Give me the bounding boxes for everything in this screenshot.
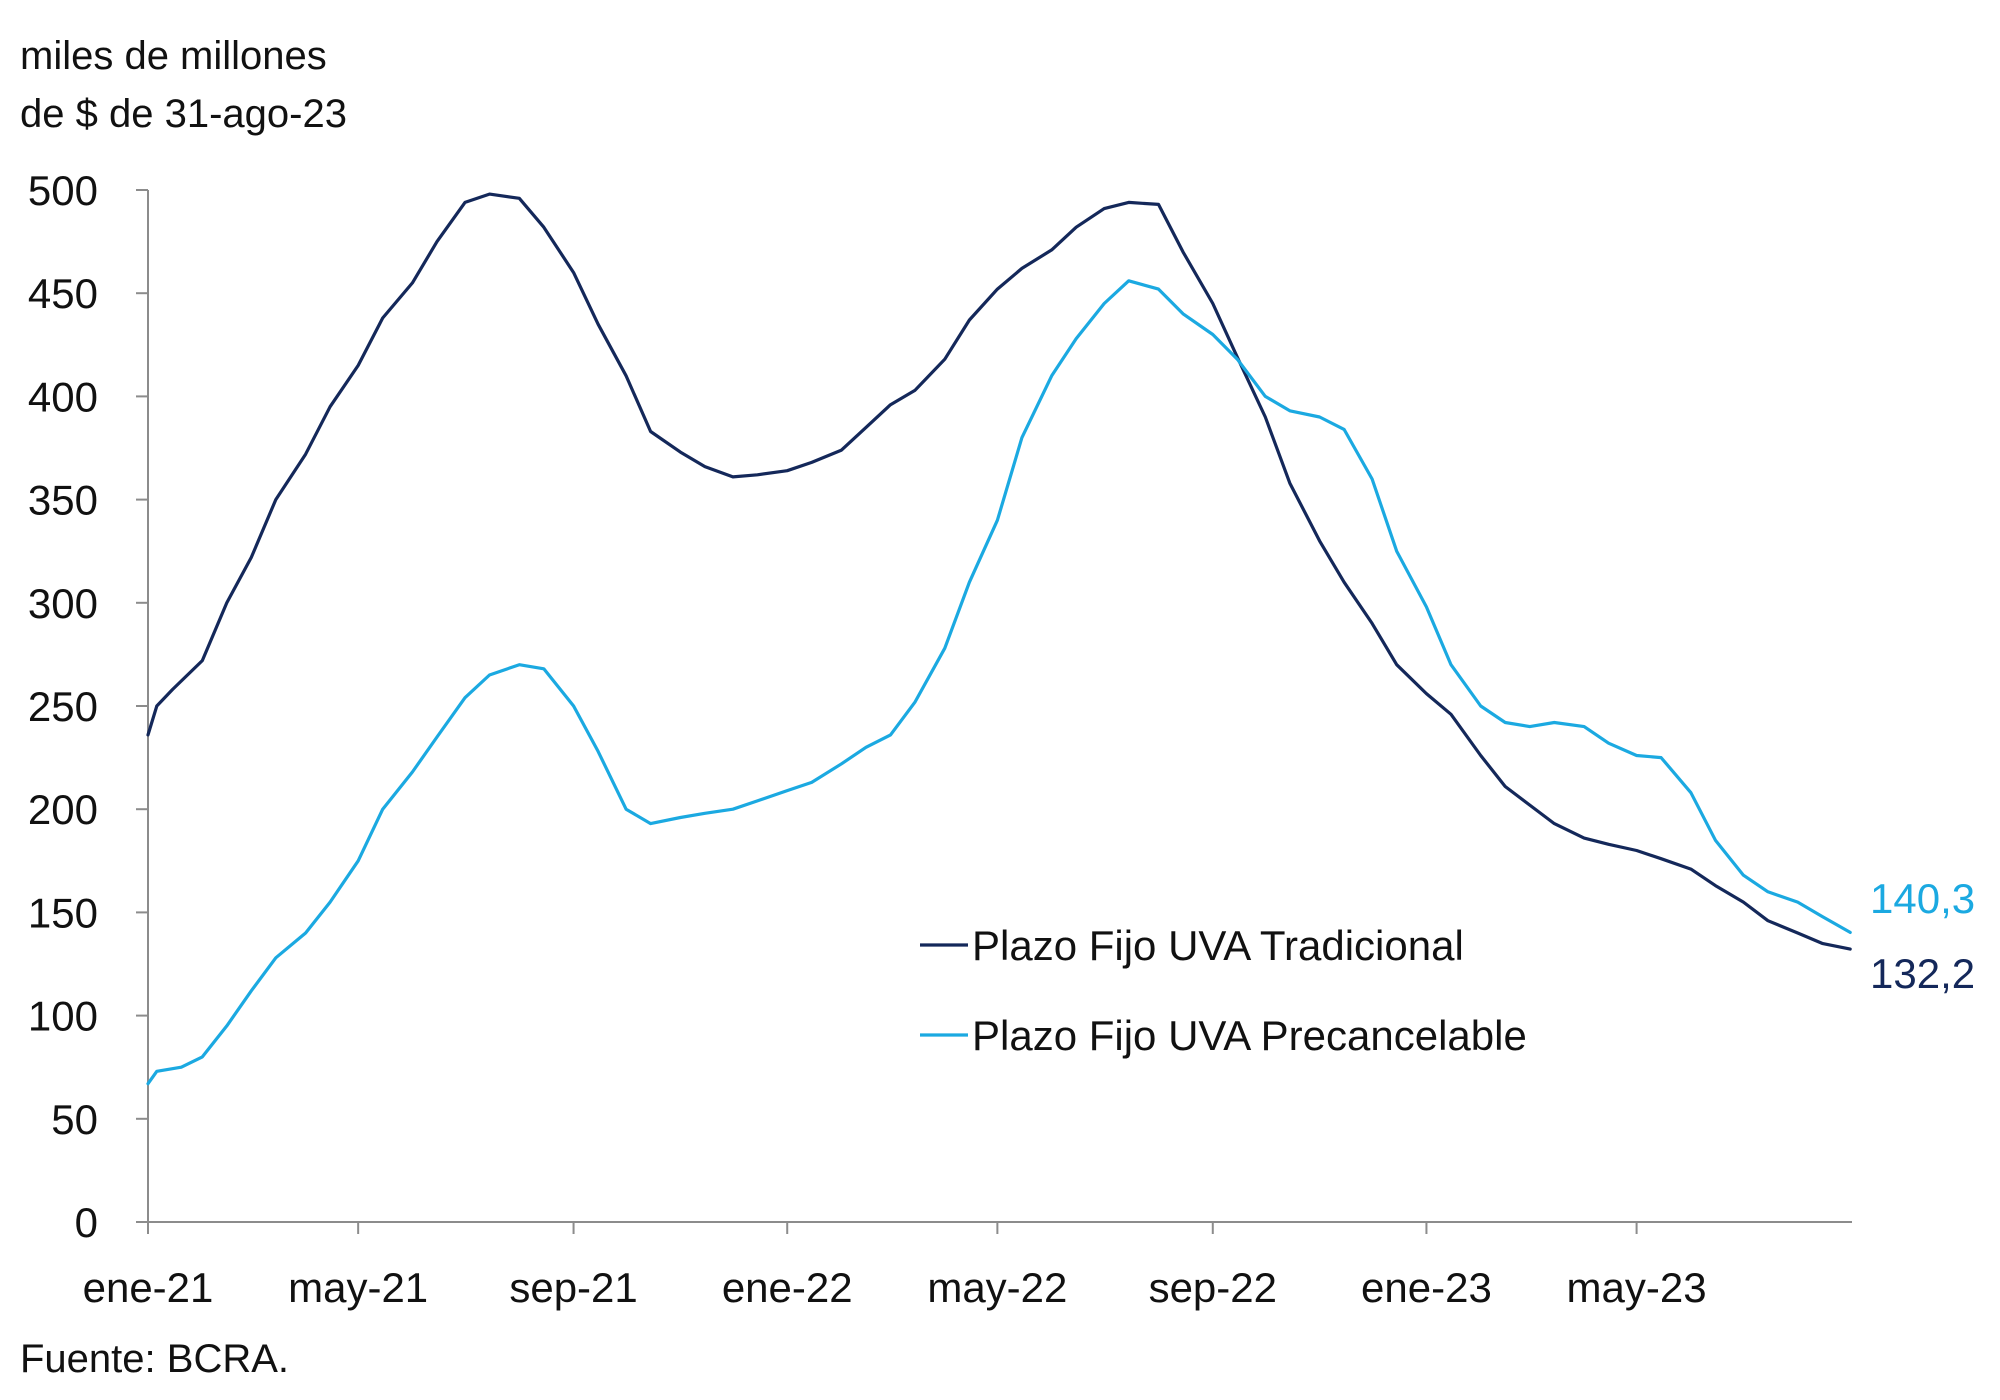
y-unit-label-line-2: de $ de 31-ago-23	[20, 92, 347, 136]
series-line-2	[146, 279, 1852, 1086]
y-tick-label: 150	[28, 889, 98, 936]
y-unit-label-line-1: miles de millones	[20, 34, 327, 78]
y-tick-label: 400	[28, 373, 98, 420]
x-tick-label: sep-22	[1149, 1264, 1277, 1311]
x-tick-label: ene-22	[722, 1264, 853, 1311]
y-tick-label: 300	[28, 580, 98, 627]
series-line-1	[146, 192, 1852, 951]
legend-label-2: Plazo Fijo UVA Precancelable	[972, 1012, 1527, 1059]
y-tick-label: 50	[51, 1096, 98, 1143]
source-note: Fuente: BCRA.	[20, 1337, 290, 1381]
y-tick-label: 450	[28, 270, 98, 317]
x-tick-label: may-21	[288, 1264, 428, 1311]
legend-label-1: Plazo Fijo UVA Tradicional	[972, 922, 1464, 969]
end-value-label: 140,3	[1870, 875, 1975, 922]
series-group	[146, 192, 1852, 1086]
x-tick-label: sep-21	[509, 1264, 637, 1311]
end-labels: 140,3 132,2	[1870, 875, 1975, 997]
y-tick-label: 100	[28, 993, 98, 1040]
x-tick-label: may-22	[927, 1264, 1067, 1311]
y-tick-label: 250	[28, 683, 98, 730]
x-tick-label: ene-23	[1361, 1264, 1492, 1311]
y-tick-label: 200	[28, 786, 98, 833]
y-tick-label: 500	[28, 167, 98, 214]
y-tick-label: 350	[28, 477, 98, 524]
y-tick-label: 0	[75, 1199, 98, 1246]
x-tick-label: may-23	[1567, 1264, 1707, 1311]
axes: 0 50 100 150 200 250 300 350 400 450 500 ene-21 may-…	[28, 167, 1852, 1311]
x-tick-label: ene-21	[83, 1264, 214, 1311]
legend: Plazo Fijo UVA Tradicional Plazo Fijo UVA…	[920, 922, 1527, 1059]
end-value-label: 132,2	[1870, 950, 1975, 997]
